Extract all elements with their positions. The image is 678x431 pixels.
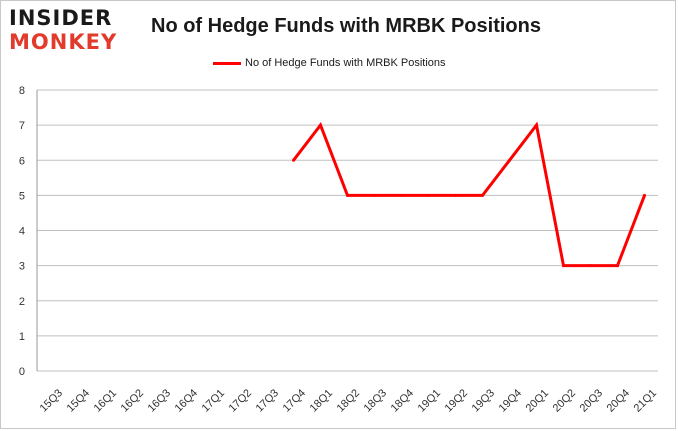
chart-legend: No of Hedge Funds with MRBK Positions (213, 55, 446, 71)
data-point (346, 193, 349, 197)
x-tick-label: 16Q4 (173, 387, 201, 415)
data-point (535, 123, 538, 127)
data-point (400, 193, 403, 197)
x-tick-label: 17Q3 (254, 387, 282, 415)
data-point (589, 264, 592, 268)
data-point (319, 123, 322, 127)
x-tick-label: 19Q3 (470, 387, 498, 415)
data-point (643, 193, 646, 197)
x-tick-label: 16Q1 (92, 387, 120, 415)
x-tick-label: 17Q2 (227, 387, 255, 415)
x-tick-label: 21Q1 (632, 387, 660, 415)
series-line (292, 121, 646, 268)
x-tick-label: 20Q2 (551, 387, 579, 415)
x-tick-label: 20Q4 (605, 387, 633, 415)
y-tick-label: 2 (19, 296, 25, 308)
y-tick-label: 7 (19, 120, 25, 132)
x-tick-label: 18Q3 (362, 387, 390, 415)
data-point (373, 193, 376, 197)
insider-monkey-logo: INSIDER MONKEY (9, 7, 129, 55)
data-point (481, 193, 484, 197)
x-tick-label: 20Q1 (524, 387, 552, 415)
legend-label: No of Hedge Funds with MRBK Positions (245, 57, 446, 69)
data-point (292, 158, 295, 162)
x-tick-label: 19Q2 (443, 387, 471, 415)
x-tick-label: 18Q2 (335, 387, 363, 415)
y-tick-label: 6 (19, 155, 25, 167)
x-tick-label: 16Q2 (119, 387, 147, 415)
x-tick-label: 17Q1 (200, 387, 228, 415)
x-tick-label: 19Q1 (416, 387, 444, 415)
data-point (508, 158, 511, 162)
x-tick-label: 18Q4 (389, 387, 417, 415)
data-point (616, 264, 619, 268)
x-tick-label: 18Q1 (308, 387, 336, 415)
legend-swatch (213, 61, 241, 65)
y-tick-label: 5 (19, 190, 25, 202)
x-tick-label: 16Q3 (146, 387, 174, 415)
x-tick-label: 17Q4 (281, 387, 309, 415)
x-tick-label: 15Q3 (38, 387, 66, 415)
y-tick-label: 1 (19, 331, 25, 343)
y-tick-label: 8 (19, 85, 25, 97)
logo-line-insider: INSIDER (9, 6, 113, 30)
x-tick-label: 19Q4 (497, 387, 525, 415)
data-point (562, 264, 565, 268)
data-point (454, 193, 457, 197)
chart-title: No of Hedge Funds with MRBK Positions (151, 15, 541, 37)
logo-line-monkey: MONKEY (9, 30, 118, 54)
y-tick-label: 4 (19, 226, 25, 238)
data-point (427, 193, 430, 197)
x-tick-label: 20Q3 (578, 387, 606, 415)
y-tick-label: 3 (19, 261, 25, 273)
x-tick-label: 15Q4 (65, 387, 93, 415)
y-tick-label: 0 (19, 366, 25, 378)
